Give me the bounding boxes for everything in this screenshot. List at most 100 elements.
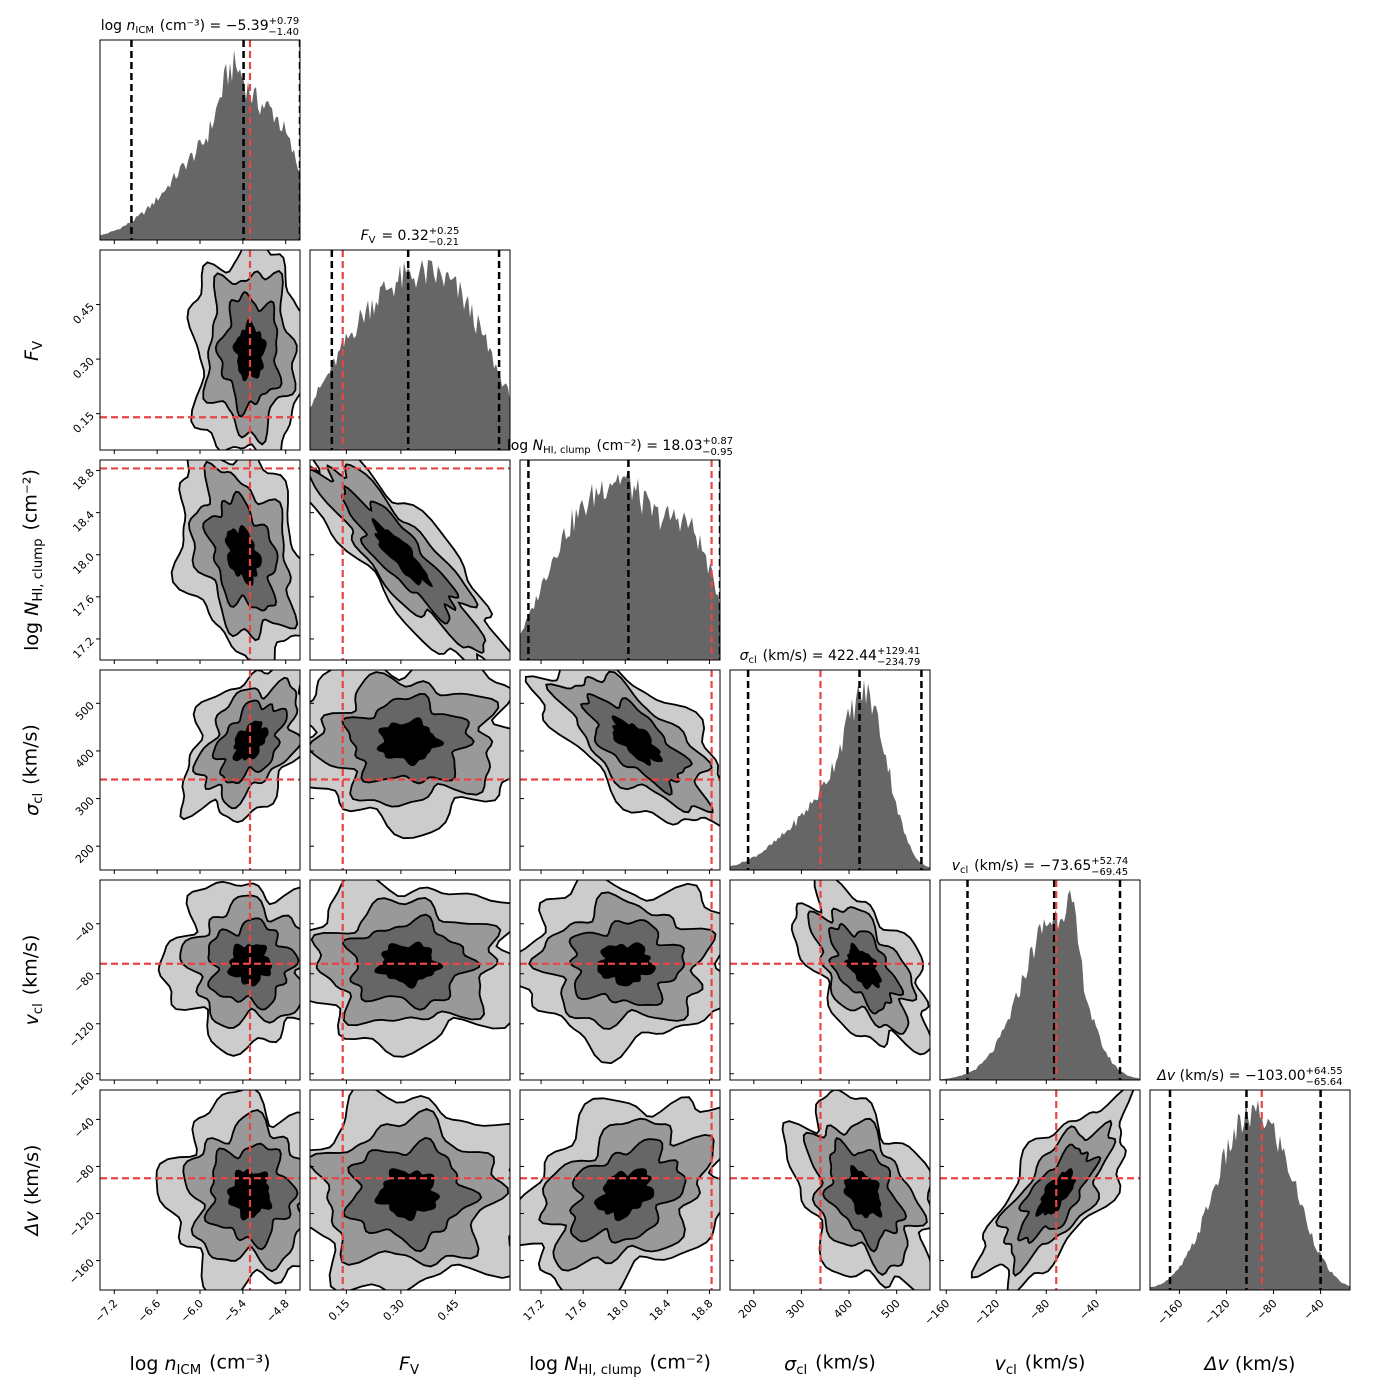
yaxis-label-row-5: Δv (km/s) [21,1145,43,1238]
ytick-label-sigmacl-1: 300 [73,794,97,818]
panel-5-0: −160 −120 −80 −40 −7.2 −6.6 −6.0 −5.4 −4.8 [66,1089,301,1325]
xtick-label-vcl-1: −120 [972,1297,1003,1328]
yaxis-label-row-2: log NHI, clump (cm⁻²) [19,469,46,651]
xtick-label-logNHI-4: 18.8 [689,1297,716,1324]
xtick-label-vcl-0: −160 [922,1297,953,1328]
histogram-vcl [940,890,1140,1080]
xtick-label-logNHI-2: 18.0 [605,1297,632,1324]
panel-title-vcl: vcl (km/s) = −73.65+52.74 −69.45 [952,856,1129,878]
xtick-label-logNHI-0: 17.2 [521,1297,548,1324]
panel-frame-2-0 [99,459,301,661]
panel-frame-4-4 [939,879,1141,1081]
panel-frame-3-2 [519,669,721,871]
xtick-label-vcl-2: −80 [1027,1297,1053,1323]
panel-frame-1-1 [309,249,511,451]
xtick-label-lognICM-3: −5.4 [221,1297,249,1325]
panel-5-2: 17.2 17.6 18.0 18.4 18.8 [519,1089,721,1324]
panel-1-0: 0.15 0.30 0.45 [70,249,301,454]
ytick-label-FV-0: 0.15 [70,409,97,436]
panel-4-4: vcl (km/s) = −73.65+52.74 −69.45 [939,856,1141,1084]
xtick-label-lognICM-4: −4.8 [264,1297,292,1325]
panel-title-FV: FV = 0.32+0.25 −0.21 [361,226,460,248]
xaxis-label-logNHI: log NHI, clump (cm⁻²) [529,1351,711,1378]
ytick-label-vcl-3: −40 [71,920,97,946]
xtick-label-FV-0: 0.15 [326,1297,353,1324]
xtick-label-dv-1: −120 [1202,1297,1233,1328]
xtick-label-lognICM-2: −6.0 [178,1297,206,1325]
ytick-label-vcl-0: −160 [66,1070,97,1101]
histogram-FV [310,260,510,450]
ytick-label-logNHI-4: 18.8 [70,466,97,493]
panel-frame-5-0 [99,1089,301,1291]
panel-frame-4-1 [309,879,511,1081]
panel-frame-1-0 [99,249,301,451]
panel-frame-4-0 [99,879,301,1081]
ytick-label-dv-3: −40 [71,1115,97,1141]
xtick-label-logNHI-1: 17.6 [563,1297,590,1324]
xtick-label-FV-1: 0.30 [381,1297,408,1324]
panel-3-3: σcl (km/s) = 422.44+129.41 −234.79 [729,646,931,874]
panel-5-5: Δv (km/s) = −103.00+64.55 −65.64−160 −120−… [1149,1066,1351,1328]
panel-1-1: FV = 0.32+0.25 −0.21 [309,226,511,454]
xtick-label-logNHI-3: 18.4 [647,1297,674,1324]
panel-frame-3-0 [99,669,301,871]
contour-5-2-level-3 [593,1168,655,1222]
panel-title-dv: Δv (km/s) = −103.00+64.55 −65.64 [1156,1066,1342,1088]
ytick-label-logNHI-0: 17.2 [70,635,97,662]
ytick-label-logNHI-2: 18.0 [70,550,97,577]
ytick-label-vcl-2: −80 [71,970,97,996]
xtick-label-sigmacl-1: 300 [784,1297,808,1321]
panel-5-1: 0.15 0.30 0.45 [309,1089,511,1324]
panel-3-0: 200 300 400 500 [73,669,301,874]
panel-2-1 [309,459,511,664]
panel-2-2: log NHI, clump (cm⁻²) = 18.03+0.87 −0.95 [507,436,733,664]
contour-3-2-level-3 [611,715,664,766]
panel-title-logNHI: log NHI, clump (cm⁻²) = 18.03+0.87 −0.95 [507,436,733,458]
panel-frame-5-4 [939,1089,1141,1291]
panel-frame-5-5 [1149,1089,1351,1291]
panel-0-0: log nICM (cm⁻³) = −5.39+0.79 −1.40 [99,16,301,244]
ytick-label-sigmacl-3: 500 [73,699,97,723]
ytick-label-dv-2: −80 [71,1162,97,1188]
panel-frame-3-1 [309,669,511,871]
panel-4-0: −160 −120 −80 −40 [66,879,301,1101]
panel-5-4: −160 −120 −80 −40 [922,1089,1141,1328]
panel-frame-4-2 [519,879,721,1081]
histogram-dv [1150,1100,1350,1290]
ytick-label-dv-0: −160 [66,1256,97,1287]
xaxis-label-lognICM: log nICM (cm⁻³) [129,1351,270,1378]
panel-frame-2-1 [309,459,511,661]
xtick-label-dv-2: −80 [1254,1297,1280,1323]
panel-frame-0-0 [99,39,301,241]
xtick-label-FV-2: 0.45 [435,1297,462,1324]
xtick-label-sigmacl-2: 400 [831,1297,855,1321]
panel-3-2 [519,669,721,874]
panel-2-0: 17.2 17.6 18.0 18.4 18.8 [70,459,301,664]
panel-frame-5-1 [309,1089,511,1291]
panel-5-3: 200 300 400 500 [729,1089,931,1321]
yaxis-label-row-3: σcl (km/s) [19,724,46,816]
contour-4-0-level-3 [227,943,273,987]
histogram-sigmacl [730,680,930,870]
histogram-logNHI [520,470,720,660]
panel-3-1 [309,669,511,874]
xtick-label-vcl-3: −40 [1077,1297,1103,1323]
ytick-label-FV-2: 0.45 [70,300,97,327]
panel-frame-5-2 [519,1089,721,1291]
contour-4-3-level-3 [844,942,882,990]
ytick-label-dv-1: −120 [66,1209,97,1240]
histogram-lognICM [100,50,300,240]
xaxis-label-FV: FV [399,1351,421,1378]
contour-5-1-level-3 [374,1168,441,1222]
ytick-label-sigmacl-0: 200 [73,842,97,866]
yaxis-label-row-4: vcl (km/s) [19,935,46,1026]
panel-4-2 [519,879,721,1084]
xtick-label-sigmacl-3: 500 [879,1297,903,1321]
panel-4-1 [309,879,511,1084]
panel-frame-2-2 [519,459,721,661]
ytick-label-FV-1: 0.30 [70,355,97,382]
panel-title-lognICM: log nICM (cm⁻³) = −5.39+0.79 −1.40 [101,16,300,38]
panel-title-sigmacl: σcl (km/s) = 422.44+129.41 −234.79 [740,646,921,668]
ytick-label-sigmacl-2: 400 [73,747,97,771]
